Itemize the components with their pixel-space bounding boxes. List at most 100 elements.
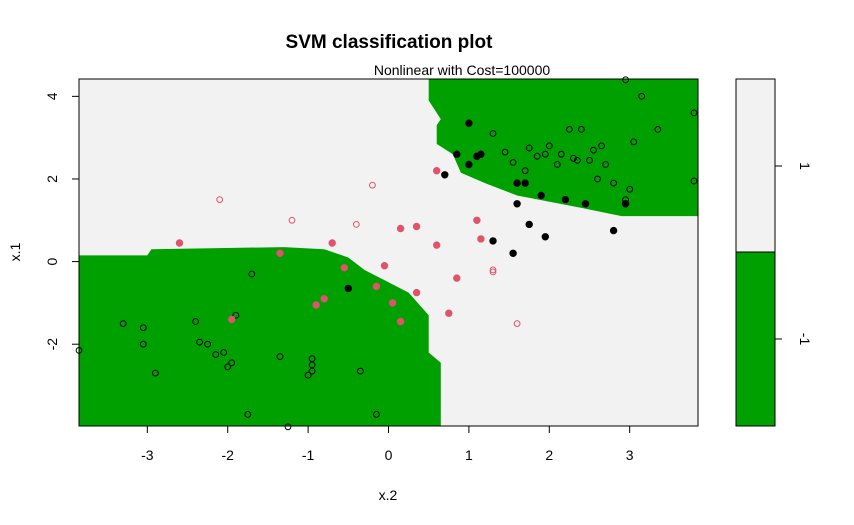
x-axis-label: x.2 [379, 487, 398, 503]
data-point-black_points [212, 351, 220, 358]
data-point-black_points [586, 157, 593, 164]
data-point-red_support_vectors [453, 274, 461, 282]
legend-swatch-positive [735, 78, 776, 253]
data-point-black_points [373, 411, 380, 418]
data-point-red_support_vectors [388, 299, 397, 307]
data-point-black_points [525, 144, 533, 152]
legend-swatch-negative [735, 251, 776, 427]
y-tick-label: 0 [44, 257, 60, 265]
data-point-red_support_vectors [380, 262, 389, 270]
data-point-red_points [489, 268, 497, 276]
data-point-red_points [288, 216, 296, 224]
data-point-black_support_vectors [561, 195, 570, 204]
data-point-black_points [598, 142, 605, 150]
data-point-red_support_vectors [312, 301, 320, 309]
chart-title: SVM classification plot [286, 32, 494, 53]
data-point-red_points [489, 266, 497, 274]
data-point-black_support_vectors [509, 249, 517, 258]
region-negative-class-upper-right [428, 79, 698, 217]
data-point-black_points [139, 340, 147, 348]
data-point-red_support_vectors [473, 216, 481, 225]
data-point-black_points [590, 146, 597, 154]
data-point-black_support_vectors [465, 160, 473, 169]
data-point-black_points [626, 185, 634, 193]
data-point-black_points [224, 363, 232, 371]
x-tick-label: 3 [626, 447, 634, 463]
y-axis: -2 0 2 4 [44, 92, 79, 350]
data-point-black_points [630, 138, 638, 146]
legend-label-positive: 1 [797, 162, 813, 170]
data-point-black_points [638, 93, 646, 100]
data-point-black_points [489, 130, 497, 137]
data-point-black_points [654, 125, 662, 133]
data-point-black_points [557, 150, 565, 158]
data-point-black_points [553, 161, 561, 168]
data-point-black_points [533, 152, 541, 160]
data-point-black_points [139, 324, 147, 332]
data-point-red_support_vectors [477, 235, 485, 243]
x-axis: -3 -2 -1 0 1 2 3 [141, 426, 634, 463]
data-point-black_support_vectors [609, 226, 618, 235]
y-tick-label: 2 [44, 175, 60, 183]
data-point-black_support_vectors [513, 179, 521, 187]
data-point-red_support_vectors [396, 224, 405, 233]
data-point-black_points [574, 157, 581, 164]
data-point-black_points [545, 142, 553, 150]
data-point-black_support_vectors [441, 171, 449, 179]
data-point-black_points [284, 423, 292, 431]
data-point-black_points [690, 109, 698, 117]
color-legend: 1 -1 [735, 78, 813, 427]
data-point-black_points [196, 338, 204, 346]
data-point-red_support_vectors [340, 264, 348, 272]
data-point-black_support_vectors [453, 150, 461, 158]
data-point-black_points [622, 196, 629, 204]
data-point-black_points [610, 179, 617, 187]
data-point-red_points [216, 196, 224, 204]
data-point-black_points [119, 320, 127, 328]
data-point-black_points [501, 148, 509, 156]
data-point-black_points [228, 359, 236, 367]
data-point-black_points [690, 177, 698, 185]
data-point-black_points [220, 349, 228, 356]
data-point-red_support_vectors [433, 167, 441, 175]
data-point-red_points [352, 221, 360, 228]
data-point-black_points [152, 369, 159, 377]
data-point-black_support_vectors [513, 200, 521, 208]
data-point-black_support_vectors [537, 191, 545, 200]
data-point-black_points [521, 167, 529, 175]
data-point-red_points [513, 320, 521, 328]
data-point-black_support_vectors [489, 237, 497, 245]
data-point-red_support_vectors [175, 239, 184, 247]
legend-label-negative: -1 [797, 333, 813, 346]
y-tick-label: 4 [44, 92, 60, 100]
data-point-black_points [602, 161, 609, 168]
x-tick-label: -1 [302, 447, 315, 463]
data-point-red_support_vectors [320, 295, 328, 303]
data-point-red_support_vectors [396, 317, 405, 326]
plot-area [75, 76, 698, 431]
data-point-black_support_vectors [581, 200, 590, 208]
data-points [75, 76, 698, 431]
data-point-black_points [570, 154, 577, 162]
data-point-black_points [276, 353, 284, 361]
data-point-red_support_vectors [412, 288, 421, 297]
data-point-red_support_vectors [412, 222, 421, 231]
data-point-black_points [308, 367, 316, 375]
data-point-black_points [509, 159, 517, 166]
data-point-black_points [594, 175, 601, 183]
data-point-red_support_vectors [445, 309, 453, 317]
x-tick-label: 1 [465, 447, 473, 463]
data-point-black_points [541, 150, 549, 158]
x-tick-label: -3 [141, 447, 154, 463]
data-point-black_support_vectors [344, 284, 352, 293]
data-point-black_support_vectors [541, 233, 549, 241]
x-tick-label: 0 [385, 447, 393, 463]
data-point-black_points [244, 411, 252, 418]
data-point-black_points [304, 371, 312, 379]
x-tick-label: 2 [545, 447, 553, 463]
data-point-black_support_vectors [525, 220, 533, 229]
data-point-red_support_vectors [276, 249, 284, 258]
data-point-black_points [248, 270, 256, 278]
data-point-black_support_vectors [521, 179, 529, 187]
